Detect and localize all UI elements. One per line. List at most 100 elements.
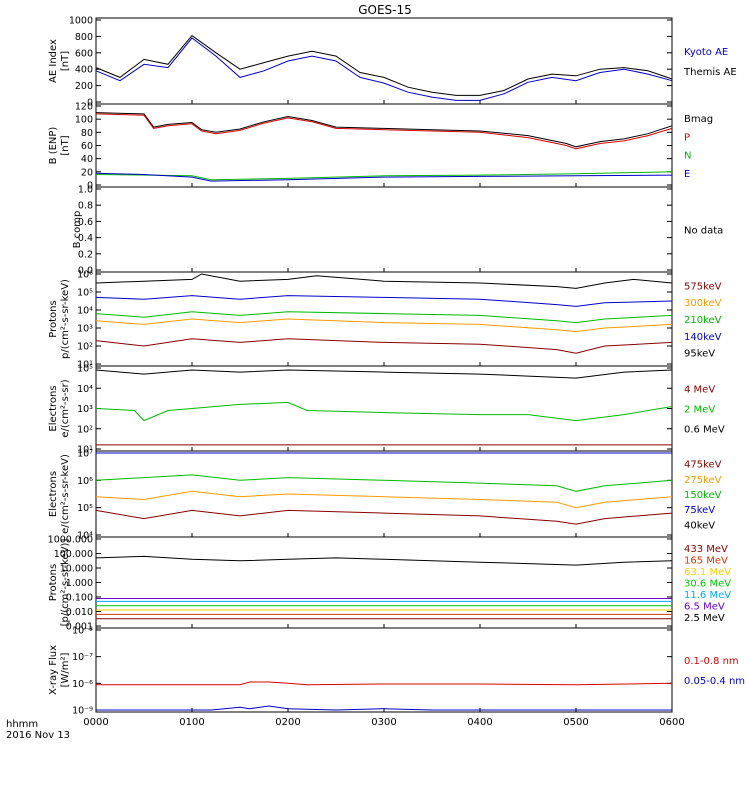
y-tick-label: 1.0: [78, 185, 93, 196]
legend-item: 0.05-0.4 nm: [684, 676, 745, 687]
series-140kev: [95, 295, 673, 307]
legend-item: 0.1-0.8 nm: [684, 656, 739, 667]
y-axis-label: e/(cm²-s-sr-keV): [60, 454, 71, 534]
y-tick-label: 0.6: [78, 217, 93, 228]
y-tick-label: 10⁻⁷: [72, 652, 93, 663]
y-tick-label: 1000.000: [48, 535, 93, 546]
y-tick-label: 0.8: [78, 201, 93, 212]
y-tick-label: 10⁷: [77, 449, 93, 460]
y-tick-label: 10⁴: [77, 306, 93, 317]
y-axis-label: B comp: [72, 211, 83, 249]
panel-b-enp: 120 100 80 60 40 20 0 B (ENP) [nT] Bmag PNE: [48, 102, 713, 192]
series-475kev: [95, 509, 673, 525]
legend-item: 0.6 MeV: [684, 425, 725, 436]
y-tick-label: 0.010: [66, 607, 93, 618]
series-300kev: [95, 318, 673, 333]
panel-frame: [95, 103, 673, 188]
legend-item: Kyoto AE: [684, 47, 728, 58]
y-tick-label: 10⁴: [77, 531, 93, 542]
y-tick-label: 10³: [77, 324, 93, 335]
series-95kev: [95, 273, 673, 289]
y-tick-label: 0.100: [66, 593, 93, 604]
y-tick-label: 10.000: [60, 564, 93, 575]
y-tick-label: 800: [75, 32, 93, 43]
y-tick-label: 10⁶: [77, 270, 93, 281]
legend-item: 75keV: [684, 505, 715, 516]
x-tick-label: 0400: [467, 717, 492, 728]
legend-item: P: [684, 132, 690, 143]
panel-frame: [95, 627, 673, 713]
y-tick-label: 400: [75, 65, 93, 76]
y-tick-label: 100.000: [54, 549, 93, 560]
y-tick-label: 10¹: [77, 445, 93, 456]
y-tick-label: 10³: [77, 404, 93, 415]
y-tick-label: 10¹: [77, 360, 93, 371]
series-bmag: [95, 112, 673, 148]
y-tick-label: 120: [75, 102, 93, 113]
y-tick-label: 10⁻⁹: [72, 706, 93, 717]
legend-item: 433 MeV: [684, 544, 728, 555]
legend-item: 165 MeV: [684, 555, 728, 566]
y-tick-label: 10⁻³: [72, 626, 93, 637]
legend-item: 63.1 MeV: [684, 567, 731, 578]
x-tick-label: 0100: [179, 717, 204, 728]
series-n: [95, 171, 673, 181]
legend-item: 275keV: [684, 475, 722, 486]
y-axis-label: AE Index: [48, 39, 59, 83]
y-axis-label: Electrons: [48, 385, 59, 431]
legend-item: 40keV: [684, 520, 715, 531]
y-tick-label: 0.0: [78, 266, 93, 277]
y-tick-label: 0: [87, 181, 93, 192]
legend-item: Themis AE: [683, 67, 737, 78]
legend-item: 140keV: [684, 332, 722, 343]
x-tick-label: 0300: [371, 717, 396, 728]
series-275kev: [95, 490, 673, 509]
series-p: [95, 113, 673, 150]
panel-protons-low: 10⁶ 10⁵ 10⁴ 10³ 10² 10¹ Protons p/(cm²-s-sr-keV…: [48, 270, 722, 371]
y-tick-label: 600: [75, 48, 93, 59]
panel-b-comp: 1.0 0.8 0.6 0.4 0.2 0.0 B comp No data: [72, 185, 723, 277]
y-tick-label: 80: [81, 128, 93, 139]
y-axis-label: B (ENP): [48, 127, 59, 165]
footer-date: 2016 Nov 13: [6, 730, 70, 741]
panel-ae: 1000 800 600 400 200 0 AE Index [nT] Kyoto AE The…: [48, 16, 737, 109]
y-tick-label: 10⁴: [77, 384, 93, 395]
x-tick-label: 0000: [83, 717, 108, 728]
chart-title: GOES-15: [358, 3, 412, 17]
legend-item: No data: [684, 226, 723, 237]
series-themis-ae: [95, 34, 673, 96]
y-tick-label: 1000: [69, 16, 93, 27]
series-210kev: [95, 311, 673, 324]
x-tick-label: 0600: [659, 717, 684, 728]
legend-item: 2.5 MeV: [684, 613, 725, 624]
legend-item: Bmag: [684, 114, 713, 125]
y-tick-label: 10⁵: [77, 503, 93, 514]
series-e: [95, 172, 673, 182]
legend-item: 210keV: [684, 315, 722, 326]
series-575kev: [95, 338, 673, 354]
footer-hhmm: hhmm: [6, 719, 38, 730]
y-tick-label: 10⁻⁶: [72, 679, 93, 690]
y-axis-label: Protons: [48, 300, 59, 337]
panel-frame: [95, 450, 673, 538]
legend-item: 575keV: [684, 281, 722, 292]
y-tick-label: 10⁵: [77, 288, 93, 299]
series-150kev: [95, 474, 673, 492]
y-tick-label: 10⁶: [77, 476, 93, 487]
legend-item: 2 MeV: [684, 405, 715, 416]
panel-electrons-mev: 10⁵ 10⁴ 10³ 10² 10¹ Electrons e/(cm²-s-sr) 4 Me…: [48, 364, 725, 456]
y-axis-label: e/(cm²-s-sr): [60, 379, 71, 437]
y-tick-label: 20: [81, 167, 93, 178]
y-axis-label: X-ray Flux: [48, 645, 59, 695]
y-tick-label: 40: [81, 154, 93, 165]
y-tick-label: 0.4: [78, 233, 93, 244]
y-tick-label: 10²: [77, 424, 93, 435]
y-tick-label: 1.000: [66, 578, 93, 589]
panel-frame: [95, 17, 673, 105]
x-tick-label: 0500: [563, 717, 588, 728]
y-tick-label: 100: [75, 115, 93, 126]
series-0-1-0-8-nm: [96, 681, 673, 686]
y-tick-label: 200: [75, 81, 93, 92]
